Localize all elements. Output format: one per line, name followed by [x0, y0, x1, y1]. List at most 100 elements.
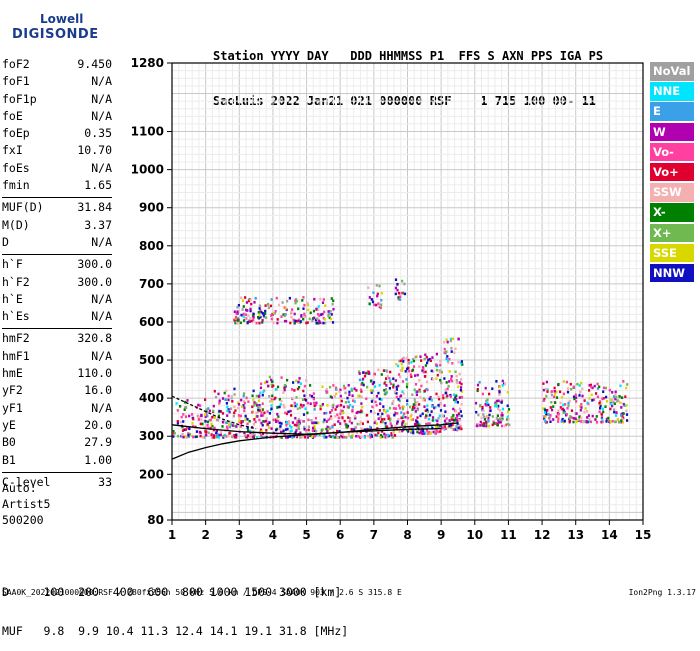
- param-label: foEs: [2, 160, 30, 175]
- echo-point: [355, 389, 358, 392]
- echo-point: [246, 417, 249, 421]
- echo-point: [191, 422, 194, 425]
- echo-point: [232, 436, 235, 439]
- logo-digisonde: DIGISONDE: [12, 27, 99, 42]
- echo-point: [413, 388, 416, 392]
- echo-point: [233, 424, 236, 428]
- echo-point: [477, 413, 480, 417]
- echo-point: [414, 410, 417, 413]
- echo-point: [283, 384, 287, 387]
- echo-point: [429, 397, 433, 401]
- param-row-b0: B0 27.9: [2, 435, 112, 452]
- echo-point: [304, 407, 307, 410]
- echo-point: [591, 414, 594, 418]
- echo-point: [302, 404, 305, 407]
- echo-point: [279, 403, 282, 406]
- echo-point: [303, 312, 306, 316]
- echo-point: [260, 434, 263, 437]
- echo-point: [245, 435, 248, 439]
- echo-point: [365, 371, 368, 375]
- echo-point: [431, 405, 434, 408]
- echo-point: [181, 433, 184, 436]
- echo-point: [295, 429, 298, 432]
- echo-point: [368, 302, 371, 305]
- echo-point: [389, 382, 392, 386]
- echo-point: [482, 409, 485, 412]
- echo-point: [306, 411, 309, 415]
- echo-point: [418, 427, 422, 430]
- param-separator: [2, 197, 112, 199]
- parameter-panel: foF2 9.450 foF1 N/A foF1p N/A foE N/A foEp 0.35 fx…: [2, 57, 112, 492]
- echo-point: [498, 393, 501, 396]
- echo-point: [564, 403, 567, 406]
- echo-point: [542, 388, 545, 392]
- echo-point: [483, 418, 486, 421]
- echo-point: [226, 434, 229, 438]
- echo-point: [409, 415, 412, 418]
- echo-point: [323, 436, 326, 439]
- echo-point: [426, 408, 429, 412]
- echo-point: [588, 420, 591, 423]
- echo-point: [188, 414, 191, 418]
- echo-point: [449, 339, 452, 343]
- echo-point: [358, 370, 361, 373]
- echo-point: [253, 301, 256, 304]
- echo-point: [306, 401, 310, 405]
- param-value: 300.0: [77, 257, 112, 272]
- echo-point: [399, 375, 402, 379]
- param-label: h`E: [2, 291, 23, 306]
- echo-point: [333, 394, 336, 398]
- echo-point: [290, 311, 293, 314]
- logo-lowell: Lowell: [40, 12, 84, 26]
- echo-point: [412, 358, 415, 361]
- echo-point: [234, 409, 237, 412]
- echo-point: [439, 363, 442, 367]
- echo-point: [206, 414, 209, 418]
- echo-point: [298, 422, 301, 426]
- echo-point: [269, 304, 273, 308]
- echo-point: [360, 435, 363, 438]
- echo-point: [294, 431, 297, 434]
- echo-point: [325, 388, 328, 391]
- echo-point: [317, 322, 320, 325]
- param-value: 320.8: [77, 331, 112, 346]
- echo-point: [555, 390, 558, 394]
- echo-point: [568, 417, 571, 420]
- param-row-hmf1: hmF1 N/A: [2, 349, 112, 366]
- param-value: N/A: [91, 91, 112, 106]
- echo-point: [485, 422, 488, 425]
- echo-point: [264, 309, 267, 313]
- echo-point: [285, 412, 289, 416]
- echo-point: [323, 310, 326, 314]
- echo-point: [415, 390, 418, 394]
- echo-point: [253, 403, 256, 407]
- echo-point: [240, 296, 243, 300]
- echo-point: [605, 400, 609, 403]
- echo-point: [420, 384, 423, 388]
- echo-point: [351, 405, 354, 409]
- echo-point: [310, 395, 314, 398]
- param-value: 20.0: [84, 417, 112, 432]
- echo-point: [303, 384, 306, 388]
- echo-point: [394, 407, 398, 410]
- echo-point: [360, 402, 363, 405]
- echo-point: [554, 401, 557, 404]
- echo-point: [611, 404, 614, 408]
- echo-point: [459, 425, 462, 428]
- echo-point: [495, 380, 498, 383]
- echo-point: [288, 422, 291, 425]
- echo-point: [261, 435, 264, 439]
- echo-point: [375, 404, 378, 407]
- echo-point: [243, 406, 246, 410]
- y-tick-label: 1280: [131, 56, 164, 70]
- echo-point: [542, 399, 545, 402]
- echo-point: [342, 384, 346, 388]
- echo-point: [449, 424, 452, 427]
- echo-point: [383, 382, 386, 385]
- echo-point: [506, 415, 509, 419]
- echo-point: [395, 363, 398, 366]
- param-row-he: h`E N/A: [2, 292, 112, 309]
- echo-point: [428, 357, 431, 361]
- echo-point: [335, 392, 338, 395]
- param-value: 110.0: [77, 366, 112, 381]
